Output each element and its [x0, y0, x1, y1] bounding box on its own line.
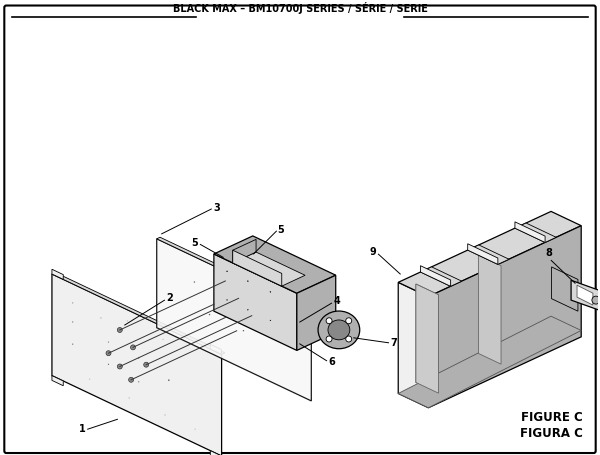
- Text: 5: 5: [191, 238, 199, 248]
- Text: 2: 2: [166, 293, 173, 303]
- Polygon shape: [52, 269, 63, 279]
- Text: 7: 7: [391, 338, 397, 348]
- Circle shape: [118, 328, 122, 333]
- Circle shape: [106, 351, 111, 356]
- Polygon shape: [398, 283, 428, 408]
- Ellipse shape: [318, 311, 360, 349]
- Polygon shape: [233, 250, 282, 286]
- Polygon shape: [467, 245, 509, 264]
- Polygon shape: [467, 244, 498, 264]
- Circle shape: [326, 318, 332, 324]
- Polygon shape: [211, 344, 221, 354]
- Text: 4: 4: [334, 296, 340, 306]
- Polygon shape: [157, 237, 314, 312]
- Polygon shape: [515, 223, 556, 243]
- Text: FIGURE C: FIGURE C: [521, 411, 583, 424]
- Polygon shape: [551, 267, 578, 311]
- Polygon shape: [416, 284, 439, 393]
- Text: FIGURA C: FIGURA C: [520, 427, 583, 440]
- Polygon shape: [571, 280, 599, 310]
- Circle shape: [326, 336, 332, 342]
- Polygon shape: [577, 285, 593, 305]
- Polygon shape: [214, 254, 297, 350]
- Polygon shape: [52, 273, 225, 354]
- Text: 1: 1: [79, 424, 86, 434]
- Polygon shape: [421, 267, 462, 286]
- Text: 3: 3: [213, 203, 220, 213]
- Circle shape: [144, 362, 149, 367]
- Polygon shape: [52, 274, 221, 455]
- Text: 8: 8: [546, 248, 553, 258]
- Polygon shape: [478, 255, 501, 364]
- Polygon shape: [211, 450, 221, 455]
- Polygon shape: [398, 212, 581, 297]
- Polygon shape: [421, 266, 451, 286]
- Polygon shape: [515, 222, 545, 243]
- Circle shape: [118, 364, 122, 369]
- Ellipse shape: [328, 320, 350, 340]
- Polygon shape: [52, 376, 63, 386]
- Polygon shape: [157, 239, 311, 401]
- Circle shape: [346, 336, 352, 342]
- Polygon shape: [297, 275, 336, 350]
- Text: 9: 9: [370, 247, 376, 257]
- Circle shape: [128, 377, 134, 382]
- Polygon shape: [398, 316, 581, 408]
- Circle shape: [592, 296, 600, 304]
- Polygon shape: [428, 226, 581, 408]
- Polygon shape: [214, 236, 336, 293]
- Text: BLACK MAX – BM10700J SERIES / SÉRIE / SERIE: BLACK MAX – BM10700J SERIES / SÉRIE / SE…: [173, 2, 427, 15]
- Polygon shape: [233, 239, 256, 263]
- Text: 5: 5: [277, 225, 284, 235]
- Polygon shape: [233, 252, 305, 286]
- Circle shape: [346, 318, 352, 324]
- Circle shape: [131, 345, 136, 350]
- Text: 6: 6: [329, 357, 335, 367]
- Polygon shape: [416, 284, 439, 393]
